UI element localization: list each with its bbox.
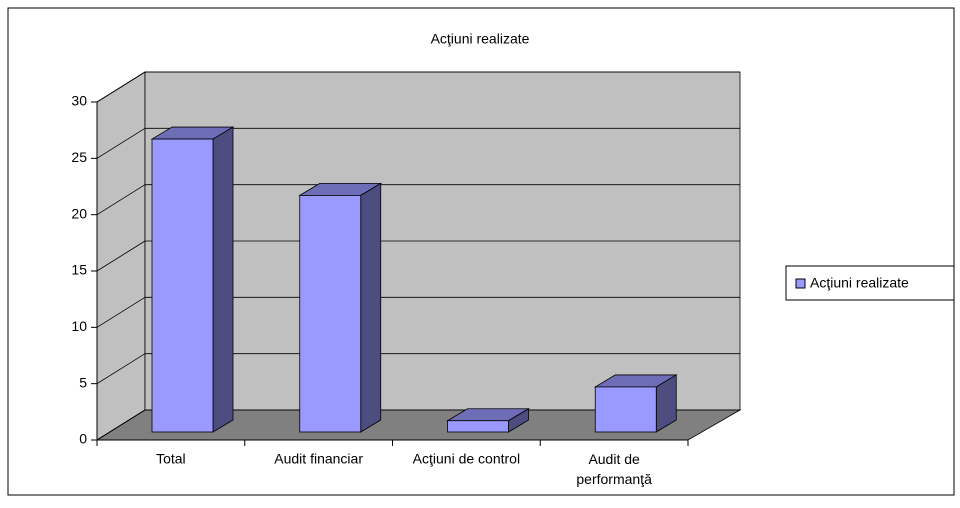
y-tick-label: 30 [71, 93, 87, 109]
grid-line-side [96, 353, 146, 385]
y-tick-label: 0 [79, 431, 87, 447]
grid-line-side [96, 409, 146, 441]
y-tick-label: 15 [71, 262, 87, 278]
bar [299, 194, 362, 433]
y-tick-label: 5 [79, 374, 87, 390]
bar-side [360, 182, 382, 433]
grid-line-side [96, 240, 146, 272]
y-tick-label: 25 [71, 149, 87, 165]
chart-title: Acţiuni realizate [431, 31, 530, 47]
x-tick-label: Audit de performanţă [576, 451, 652, 487]
legend-box [785, 265, 955, 301]
y-tick-label: 20 [71, 205, 87, 221]
grid-line-side [96, 296, 146, 328]
bar [594, 386, 657, 433]
y-tick-label: 10 [71, 318, 87, 334]
bar-side [212, 126, 234, 433]
grid-line-side [96, 184, 146, 216]
grid-line-side [96, 71, 146, 103]
legend-label: Acţiuni realizate [810, 275, 909, 291]
bar [151, 138, 214, 433]
x-tick-label: Total [156, 451, 186, 467]
x-tick-label: Acţiuni de control [413, 451, 520, 467]
grid-line-side [96, 127, 146, 159]
x-tick-label: Audit financiar [274, 451, 363, 467]
bar [447, 420, 509, 433]
legend-swatch [795, 278, 806, 289]
